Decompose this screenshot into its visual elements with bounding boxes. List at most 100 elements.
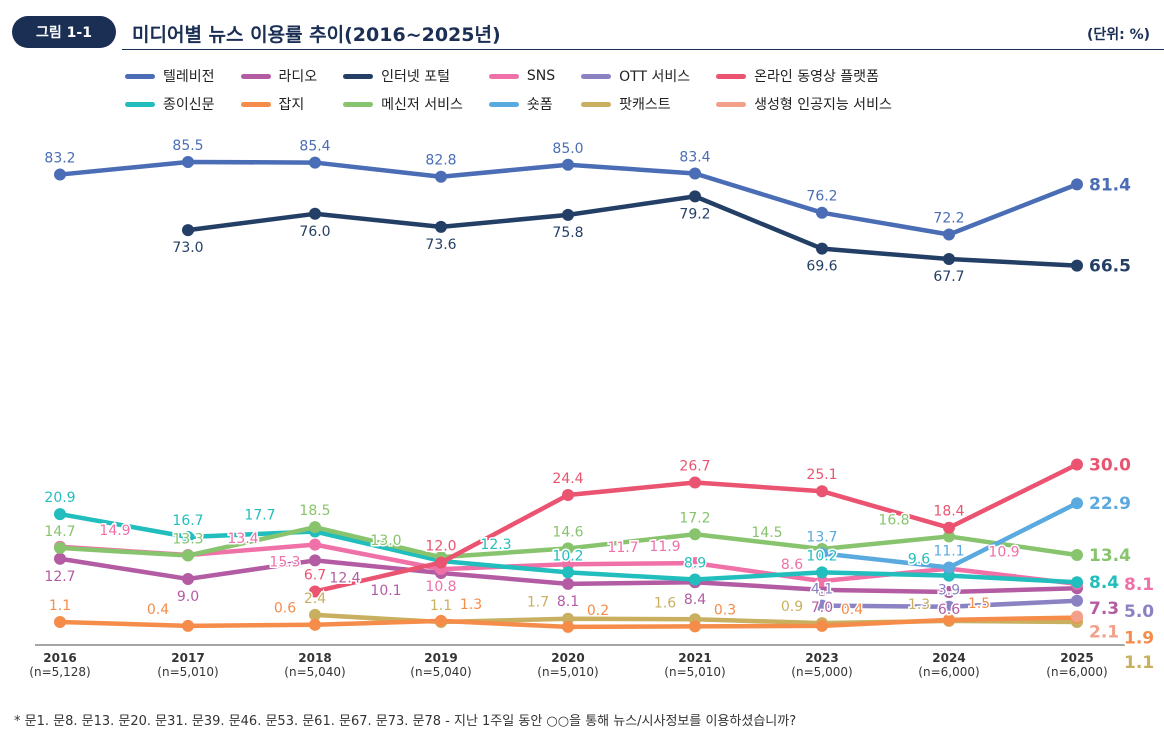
data-point [1071, 178, 1083, 191]
legend-item: 라디오 [240, 66, 318, 86]
legend-swatch [488, 101, 519, 107]
legend-item: 온라인 동영상 플랫폼 [716, 66, 892, 86]
legend-item: 인터넷 포털 [343, 66, 463, 86]
data-label: 16.8 [878, 512, 909, 528]
legend-label: OTT 서비스 [619, 69, 691, 85]
data-point [435, 556, 447, 569]
data-point [816, 575, 828, 588]
data-label: 10.2 [806, 548, 837, 564]
data-label: 1.6 [654, 595, 676, 611]
data-point [816, 619, 828, 632]
data-point [182, 619, 194, 632]
data-label: 1.1 [1124, 653, 1154, 673]
legend-swatch [343, 101, 374, 107]
data-label: 0.4 [147, 602, 169, 618]
chart-title: 미디어별 뉴스 이용률 추이(2016~2025년) [132, 24, 501, 46]
data-point [562, 158, 574, 171]
legend-swatch [240, 101, 271, 107]
data-point [309, 538, 321, 551]
x-tick-label: 2023 [805, 651, 838, 665]
legend-label: 인터넷 포털 [381, 69, 451, 85]
legend-swatch [716, 101, 747, 107]
data-point [182, 549, 194, 562]
data-label: 5.0 [1124, 602, 1154, 622]
data-point [689, 620, 701, 633]
title-divider [122, 49, 1164, 50]
data-point [689, 557, 701, 570]
x-tick-label: 2020 [551, 651, 584, 665]
data-label: 0.4 [841, 602, 863, 618]
x-tick-label: 2021 [678, 651, 711, 665]
data-point [1071, 594, 1083, 607]
series-line [187, 194, 1078, 268]
data-point [309, 207, 321, 220]
data-label: 3.9 [938, 583, 960, 599]
data-label: 1.9 [1124, 629, 1154, 649]
x-tick-sample-size: (n=5,128) [29, 665, 90, 679]
data-label: 72.2 [933, 211, 964, 227]
data-point [435, 170, 447, 183]
data-label: 85.4 [299, 139, 330, 155]
data-label: 1.3 [908, 597, 930, 613]
legend-label: 라디오 [278, 69, 318, 85]
data-point [182, 572, 194, 585]
series-line [59, 159, 1078, 237]
legend-item: SNS [488, 66, 555, 86]
data-label: 1.1 [430, 598, 452, 614]
data-label: 6.7 [304, 567, 326, 583]
data-label: 10.1 [370, 583, 401, 599]
x-tick-label: 2019 [424, 651, 457, 665]
legend-swatch [240, 73, 271, 79]
legend-swatch [125, 73, 155, 79]
data-label: 0.9 [781, 599, 803, 615]
legend-item: 숏폼 [488, 94, 555, 114]
data-point [562, 542, 574, 555]
data-point [182, 156, 194, 169]
data-label: 10.8 [425, 579, 456, 595]
data-label: 12.7 [44, 569, 75, 585]
data-label: 17.7 [244, 508, 275, 524]
data-label: 9.6 [908, 552, 930, 568]
data-label: 26.7 [679, 458, 710, 474]
unit-label: (단위: %) [1086, 27, 1150, 43]
data-label: 14.6 [552, 524, 583, 540]
legend-swatch [581, 101, 612, 107]
x-tick-sample-size: (n=5,010) [664, 665, 725, 679]
data-point [309, 608, 321, 621]
data-label: 76.0 [299, 224, 330, 240]
data-label: 82.8 [425, 153, 456, 169]
x-tick-sample-size: (n=5,010) [537, 665, 598, 679]
data-label: 22.9 [1089, 494, 1131, 514]
data-label: 83.4 [679, 149, 710, 165]
data-point [689, 190, 701, 203]
data-label: 15.3 [269, 555, 300, 571]
data-point [816, 242, 828, 255]
data-label: 14.5 [751, 525, 782, 541]
data-point [54, 552, 66, 565]
data-label: 0.3 [714, 602, 736, 618]
data-label: 7.3 [1089, 599, 1119, 619]
legend-item: 팟캐스트 [581, 94, 690, 114]
data-point [309, 554, 321, 567]
data-label: 12.3 [480, 537, 511, 553]
data-label: 4.1 [811, 582, 833, 598]
data-label: 67.7 [933, 269, 964, 285]
data-point [816, 583, 828, 596]
data-label: 10.2 [552, 548, 583, 564]
legend-item: 텔레비전 [125, 66, 215, 86]
data-point [816, 547, 828, 560]
legend-swatch [125, 101, 155, 107]
x-tick-label: 2024 [932, 651, 965, 665]
data-point [182, 530, 194, 543]
data-label: 13.3 [172, 532, 203, 548]
x-tick-sample-size: (n=6,000) [918, 665, 979, 679]
data-point [943, 586, 955, 599]
data-label: 14.7 [44, 524, 75, 540]
figure-badge: 그림 1-1 [12, 16, 116, 48]
data-point [1071, 458, 1083, 471]
data-label: 16.7 [172, 513, 203, 529]
data-point [309, 156, 321, 169]
legend-swatch [581, 73, 612, 79]
data-label: 1.3 [460, 597, 482, 613]
legend-label: 온라인 동영상 플랫폼 [754, 69, 879, 85]
